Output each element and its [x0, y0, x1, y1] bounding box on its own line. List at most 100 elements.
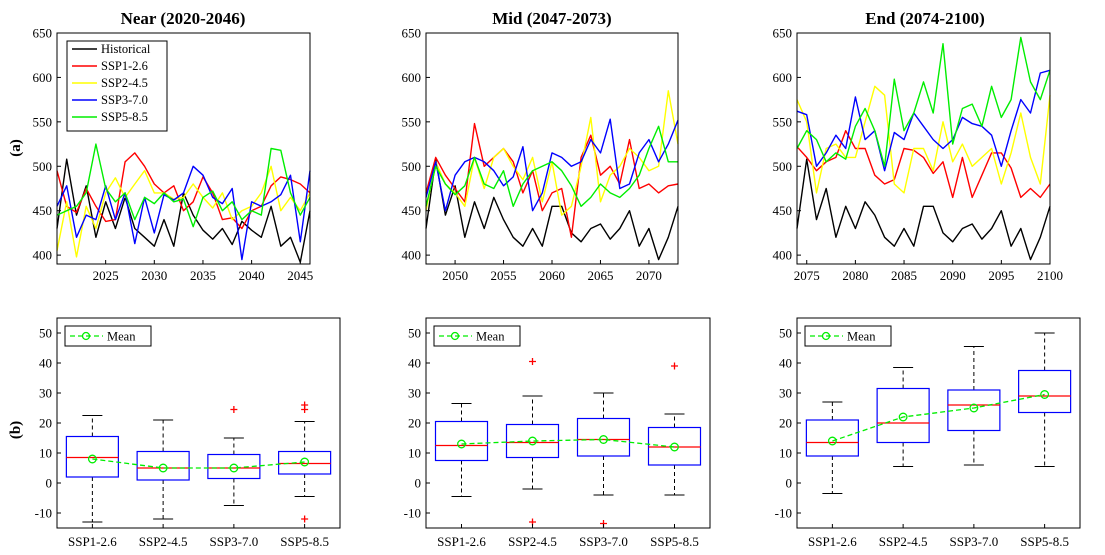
x-tick-label: SSP1-2.6 — [808, 534, 857, 549]
legend-label: SSP5-8.5 — [101, 110, 148, 124]
series-line-historical — [796, 158, 1051, 261]
series-line-ssp1-2.6 — [796, 129, 1051, 199]
legend-label: Mean — [107, 330, 136, 344]
y-tick-label: 400 — [402, 248, 422, 263]
series-line-ssp1-2.6 — [56, 152, 311, 230]
mean-line — [92, 458, 305, 469]
x-tick-label: SSP3-7.0 — [949, 534, 998, 549]
y-tick-label: 40 — [779, 356, 792, 371]
x-tick-label: SSP2-4.5 — [879, 534, 928, 549]
mean-marker — [528, 436, 537, 446]
y-tick-label: 450 — [773, 203, 793, 218]
x-tick-label: SSP5-8.5 — [1020, 534, 1069, 549]
row-label-b: (b) — [8, 421, 24, 439]
series-line-historical — [425, 158, 679, 261]
y-tick-label: 30 — [39, 386, 52, 401]
y-tick-label: 30 — [779, 386, 792, 401]
chart-title-end: End (2074-2100) — [865, 9, 984, 28]
y-tick-label: -10 — [404, 506, 421, 521]
box-chart-mid: -10 0 10 20 30 40 50 SSP1-2.6 SSP2-4.5 SSP3-7.0 SS… — [404, 317, 711, 549]
x-tick-label: 2085 — [891, 268, 917, 283]
y-tick-label: 0 — [46, 476, 53, 491]
series-line-ssp2-4.5 — [796, 85, 1051, 194]
box-iqr — [278, 450, 332, 475]
x-tick-label: 2075 — [794, 268, 820, 283]
legend-label: Historical — [101, 42, 151, 56]
x-tick-label: 2100 — [1037, 268, 1063, 283]
x-tick-label: SSP1-2.6 — [68, 534, 117, 549]
series-line-ssp5-8.5 — [796, 36, 1051, 168]
y-tick-label: 50 — [39, 326, 52, 341]
legend-box — [66, 40, 168, 132]
chart-title-mid: Mid (2047-2073) — [492, 9, 611, 28]
line-chart-near: Near (2020-2046) 400 450 500 550 600 650 2025 20… — [33, 9, 314, 283]
line-chart-end: End (2074-2100) 400 450 500 550 600 650 2075 208… — [773, 9, 1064, 283]
mean-line — [832, 393, 1045, 442]
x-tick-label: 2040 — [239, 268, 265, 283]
series-line-ssp3-7.0 — [56, 165, 311, 261]
box-iqr — [434, 420, 489, 462]
legend-label: SSP1-2.6 — [101, 59, 148, 73]
legend-label: Mean — [476, 330, 505, 344]
box-iqr — [576, 417, 631, 457]
x-tick-label: 2060 — [539, 268, 565, 283]
chart-title-near: Near (2020-2046) — [121, 9, 246, 28]
row-label-a: (a) — [8, 139, 24, 157]
y-tick-label: 10 — [779, 446, 792, 461]
mean-marker — [969, 403, 979, 413]
series-line-ssp5-8.5 — [56, 143, 311, 228]
outlier-marker — [671, 362, 678, 370]
x-tick-label: SSP3-7.0 — [579, 534, 628, 549]
x-tick-label: 2035 — [190, 268, 216, 283]
y-tick-label: 450 — [402, 203, 422, 218]
mean-line — [461, 438, 675, 448]
legend-label: SSP2-4.5 — [101, 76, 148, 90]
x-tick-label: SSP2-4.5 — [139, 534, 188, 549]
line-chart-mid: Mid (2047-2073) 400 450 500 550 600 650 2050 205… — [402, 9, 679, 283]
box-iqr — [947, 389, 1001, 432]
y-tick-label: 650 — [402, 26, 422, 41]
box-iqr — [805, 419, 859, 457]
y-tick-label: 20 — [779, 416, 792, 431]
x-tick-label: 2095 — [988, 268, 1014, 283]
y-tick-label: 550 — [773, 114, 793, 129]
outlier-marker — [230, 406, 238, 413]
box-iqr — [207, 453, 261, 480]
plot-frame — [796, 317, 1081, 529]
outlier-marker — [301, 515, 309, 523]
y-tick-label: -10 — [35, 506, 52, 521]
x-tick-label: SSP3-7.0 — [209, 534, 258, 549]
y-tick-label: 30 — [408, 386, 421, 401]
legend-label: SSP3-7.0 — [101, 93, 148, 107]
y-tick-label: 550 — [402, 114, 422, 129]
mean-marker — [670, 442, 679, 452]
mean-marker — [300, 457, 310, 467]
y-tick-label: 600 — [402, 70, 422, 85]
box-chart-end: -10 0 10 20 30 40 50 SSP1-2.6 SSP2-4.5 SSP3-7.0 SS… — [775, 317, 1081, 549]
y-tick-label: 500 — [773, 159, 793, 174]
legend-swatch-marker — [81, 331, 91, 341]
outlier-marker — [301, 401, 309, 409]
mean-marker — [87, 454, 97, 464]
y-tick-label: 20 — [408, 416, 421, 431]
y-tick-label: 650 — [773, 26, 793, 41]
legend-box — [804, 325, 892, 347]
x-tick-label: 2055 — [491, 268, 517, 283]
mean-marker — [898, 412, 908, 422]
legend-label: Mean — [847, 330, 876, 344]
series-line-ssp3-7.0 — [796, 69, 1051, 172]
mean-marker — [827, 436, 837, 446]
y-tick-label: 500 — [33, 159, 53, 174]
y-tick-label: 10 — [39, 446, 52, 461]
mean-marker — [1040, 390, 1050, 399]
legend-box — [433, 325, 521, 347]
x-tick-label: 2050 — [442, 268, 468, 283]
box-iqr — [647, 426, 702, 466]
legend-swatch-marker — [450, 331, 460, 341]
mean-marker — [229, 463, 239, 473]
y-tick-label: 600 — [773, 70, 793, 85]
x-tick-label: SSP5-8.5 — [280, 534, 329, 549]
y-tick-label: 650 — [33, 26, 53, 41]
y-tick-label: 450 — [33, 203, 53, 218]
y-tick-label: 0 — [415, 476, 422, 491]
